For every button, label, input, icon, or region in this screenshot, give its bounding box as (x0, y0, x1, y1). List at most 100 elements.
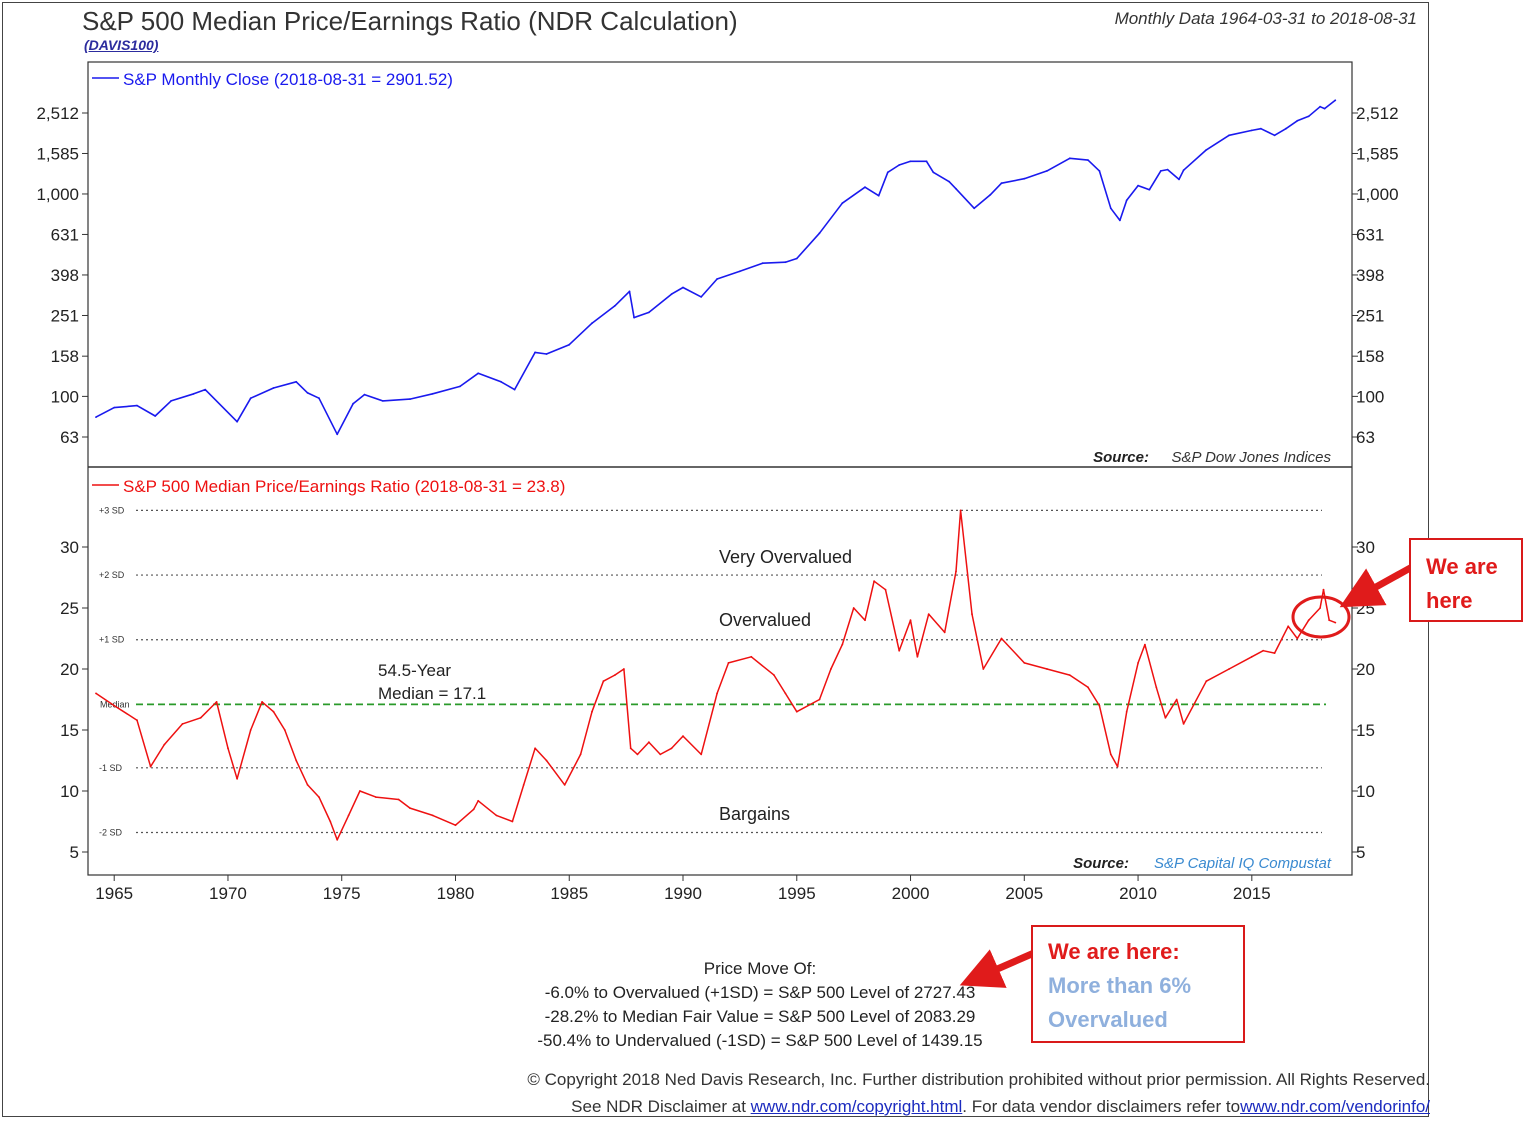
pe-data-point (236, 777, 239, 780)
median-label-line-2: Median = 17.1 (378, 684, 486, 703)
bottom-y-tick-label-right: 10 (1356, 782, 1375, 801)
x-tick-label: 1980 (437, 884, 475, 903)
x-tick-label: 2005 (1005, 884, 1043, 903)
pe-data-point (727, 662, 730, 664)
callout-top-line-2: here (1426, 588, 1473, 613)
price-data-point (1119, 219, 1121, 222)
vendorinfo-link[interactable]: www.ndr.com/vendorinfo/ (1240, 1097, 1430, 1116)
price-data-point (716, 278, 718, 280)
pe-data-point (1116, 765, 1119, 768)
price-data-point (431, 392, 434, 395)
pe-data-point (227, 747, 229, 750)
callout-bottom-line-2: More than 6% (1048, 973, 1192, 998)
price-move-line-2: -28.2% to Median Fair Value = S&P 500 Le… (544, 1007, 976, 1026)
pe-data-point (181, 723, 184, 725)
price-data-point (1307, 115, 1310, 118)
price-data-point (591, 322, 593, 325)
price-data-point (545, 353, 548, 355)
zone-label-overvalued: Overvalued (719, 610, 811, 630)
pe-data-point (971, 613, 973, 615)
top-y-tick-label-left: 100 (51, 387, 79, 406)
price-data-point (154, 415, 157, 417)
pe-data-point (545, 759, 548, 762)
pe-data-point (306, 784, 309, 786)
price-data-point (1023, 177, 1026, 180)
price-data-point (1228, 134, 1230, 137)
median-tag: Median (100, 699, 130, 709)
pe-data-point (613, 674, 616, 676)
price-move-line-3: -50.4% to Undervalued (-1SD) = S&P 500 L… (537, 1031, 983, 1050)
pe-data-point (955, 570, 957, 573)
price-data-point (932, 171, 935, 174)
price-data-point (898, 164, 901, 166)
price-data-point (1068, 157, 1071, 160)
pe-data-point (916, 655, 919, 658)
pe-data-point (636, 753, 639, 756)
top-y-tick-label-left: 251 (51, 306, 79, 325)
price-data-point (306, 392, 309, 394)
bottom-y-tick-label-left: 25 (60, 599, 79, 618)
top-y-tick-label-left: 2,512 (36, 104, 79, 123)
x-tick-label: 2010 (1119, 884, 1157, 903)
top-y-tick-label-right: 2,512 (1356, 104, 1399, 123)
bottom-y-tick-label-right: 30 (1356, 538, 1375, 557)
copyright-text: © Copyright 2018 Ned Davis Research, Inc… (527, 1070, 1430, 1089)
pe-data-point (149, 765, 152, 768)
price-data-point (236, 420, 239, 423)
copyright-link[interactable]: www.ndr.com/copyright.html (750, 1097, 963, 1116)
pe-data-point (648, 741, 650, 744)
price-data-point (948, 180, 951, 183)
pe-data-point (1098, 704, 1101, 707)
sd-label: -2 SD (99, 827, 123, 837)
pe-data-point (864, 619, 866, 622)
pe-data-point (1182, 723, 1185, 725)
pe-data-point (818, 698, 821, 701)
price-data-point (1109, 207, 1112, 210)
pe-data-point (261, 701, 263, 703)
pe-data-point (318, 796, 320, 798)
top-y-tick-label-right: 63 (1356, 428, 1375, 447)
pe-data-point (409, 807, 411, 809)
x-tick-label: 1975 (323, 884, 361, 903)
pe-data-point (397, 798, 400, 801)
pe-data-point (329, 820, 332, 823)
sd-label: +1 SD (99, 635, 125, 645)
price-data-point (113, 406, 116, 409)
pe-data-point (670, 747, 673, 750)
price-move-heading: Price Move Of: (703, 959, 817, 978)
price-data-point (1148, 188, 1151, 191)
we-are-here-callout: We are here (1409, 538, 1523, 622)
price-data-point (513, 388, 516, 391)
price-data-point (633, 316, 635, 319)
price-data-point (1319, 105, 1321, 108)
x-tick-label: 2000 (892, 884, 930, 903)
pe-data-point (623, 668, 625, 670)
bottom-y-tick-label-left: 15 (60, 721, 79, 740)
top-y-tick-label-right: 251 (1356, 306, 1384, 325)
pe-data-point (1273, 652, 1276, 654)
pe-data-point (375, 796, 377, 798)
pe-data-point (659, 753, 662, 756)
price-data-point (955, 187, 957, 190)
chart-code-link[interactable]: (DAVIS100) (84, 37, 159, 53)
x-tick-label: 1990 (664, 884, 702, 903)
top-y-tick-label-right: 1,585 (1356, 144, 1399, 163)
pe-data-point (113, 704, 116, 707)
price-data-point (204, 388, 207, 391)
overvalued-callout: We are here: More than 6% Overvalued (1031, 925, 1245, 1043)
price-data-point (1125, 199, 1128, 202)
price-data-point (568, 343, 571, 346)
median-label-line-1: 54.5-Year (378, 661, 451, 680)
price-data-point (877, 194, 880, 197)
price-data-point (1098, 170, 1101, 172)
pe-data-point (1125, 710, 1128, 713)
pe-data-point (511, 820, 514, 823)
price-data-point (1182, 169, 1185, 172)
price-data-point (272, 387, 275, 389)
we-are-here-arrow (1339, 563, 1414, 608)
pe-data-point (591, 710, 593, 713)
sd-label: -1 SD (99, 763, 123, 773)
pe-data-point (1155, 686, 1158, 689)
pe-data-point (773, 674, 775, 676)
plot-area-border (87, 61, 1353, 876)
